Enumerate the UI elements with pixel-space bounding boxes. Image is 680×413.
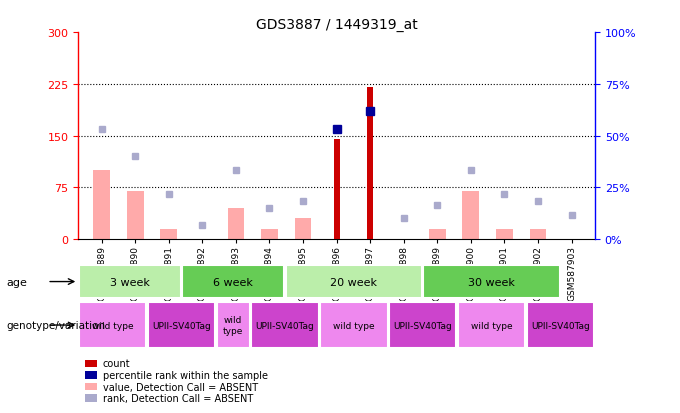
Bar — [424, 265, 560, 299]
Text: wild type: wild type — [92, 321, 133, 330]
Bar — [79, 265, 181, 299]
Bar — [217, 302, 250, 348]
Bar — [462, 191, 479, 240]
Title: GDS3887 / 1449319_at: GDS3887 / 1449319_at — [256, 18, 418, 32]
Bar — [530, 229, 546, 240]
Text: UPII-SV40Tag: UPII-SV40Tag — [531, 321, 590, 330]
Bar — [93, 171, 110, 240]
Bar — [367, 88, 373, 240]
Text: 3 week: 3 week — [110, 277, 150, 287]
Bar — [261, 229, 278, 240]
Bar — [160, 229, 177, 240]
Text: wild type: wild type — [333, 321, 375, 330]
Bar — [458, 302, 526, 348]
Bar — [294, 219, 311, 240]
Text: 30 week: 30 week — [469, 277, 515, 287]
Bar — [228, 209, 244, 240]
Text: UPII-SV40Tag: UPII-SV40Tag — [256, 321, 314, 330]
Bar — [389, 302, 456, 348]
Bar — [182, 265, 284, 299]
Bar — [429, 229, 445, 240]
Bar — [527, 302, 594, 348]
Bar — [286, 265, 422, 299]
Text: wild
type: wild type — [223, 316, 243, 335]
Bar — [148, 302, 216, 348]
Bar — [127, 191, 143, 240]
Bar — [496, 229, 513, 240]
Text: UPII-SV40Tag: UPII-SV40Tag — [393, 321, 452, 330]
Text: age: age — [7, 277, 28, 287]
Bar — [251, 302, 319, 348]
Text: wild type: wild type — [471, 321, 513, 330]
Text: 20 week: 20 week — [330, 277, 377, 287]
Bar — [320, 302, 388, 348]
Text: value, Detection Call = ABSENT: value, Detection Call = ABSENT — [103, 382, 258, 392]
Text: 6 week: 6 week — [214, 277, 253, 287]
Text: UPII-SV40Tag: UPII-SV40Tag — [152, 321, 211, 330]
Bar — [334, 140, 339, 240]
Text: percentile rank within the sample: percentile rank within the sample — [103, 370, 268, 380]
Bar — [79, 302, 146, 348]
Text: rank, Detection Call = ABSENT: rank, Detection Call = ABSENT — [103, 393, 253, 403]
Text: genotype/variation: genotype/variation — [7, 320, 106, 330]
Text: count: count — [103, 358, 131, 368]
